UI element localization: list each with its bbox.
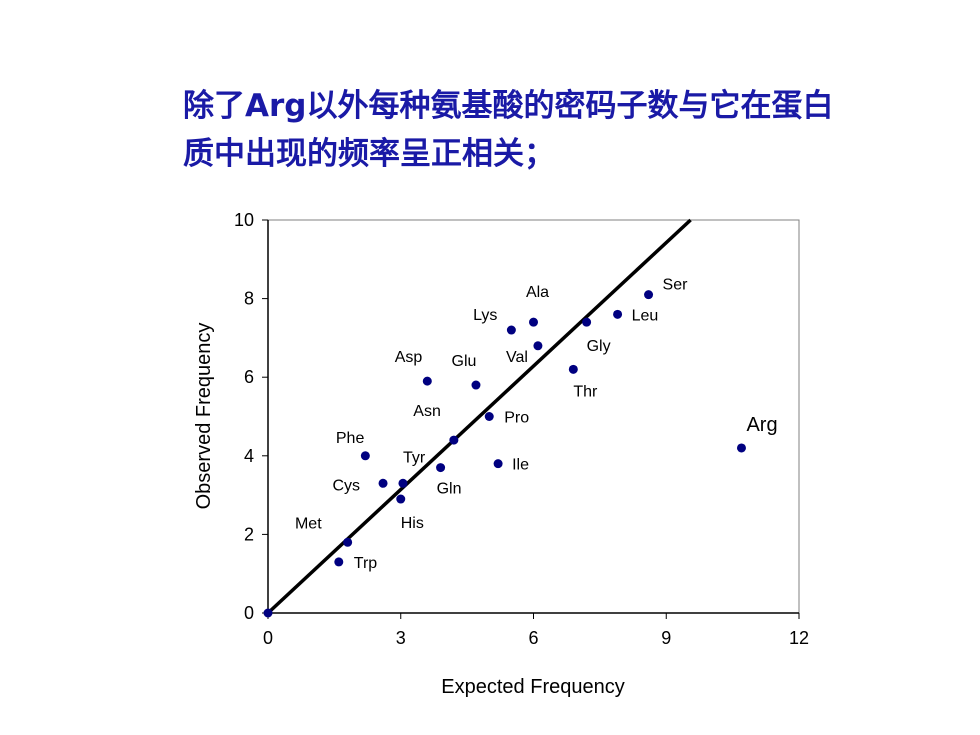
point-label-ala: Ala [526, 284, 549, 301]
point-label-glu: Glu [452, 353, 477, 370]
x-tick-label: 6 [528, 628, 538, 648]
point-trp [334, 557, 344, 567]
point-label-pro: Pro [504, 410, 529, 427]
point-ile [493, 459, 503, 469]
point-ala [529, 317, 538, 327]
y-tick-label: 0 [244, 603, 254, 623]
point-val [533, 341, 543, 351]
point-gln [436, 463, 446, 473]
point-label-trp: Trp [354, 555, 378, 572]
y-tick-label: 2 [244, 524, 254, 544]
point-tyr [398, 478, 408, 488]
y-tick-label: 6 [244, 367, 254, 387]
point-label-arg: Arg [746, 414, 777, 436]
point-label-lys: Lys [473, 307, 497, 324]
point-label-met: Met [295, 515, 322, 532]
point-label-tyr: Tyr [403, 449, 426, 466]
point-arg [736, 443, 746, 453]
point-label-phe: Phe [336, 430, 365, 447]
title-line-1: 除了Arg以外每种氨基酸的密码子数与它在蛋白 [183, 88, 834, 124]
point-label-gln: Gln [437, 481, 462, 498]
point-his [396, 494, 406, 504]
point-met [343, 537, 353, 547]
plot-area [267, 219, 800, 614]
point-label-his: His [401, 515, 424, 532]
point-label-gly: Gly [587, 338, 611, 355]
point-label-val: Val [506, 349, 528, 366]
x-tick-label: 3 [396, 628, 406, 648]
y-axis-label: Observed Frequency [193, 323, 215, 510]
point-label-leu: Leu [632, 307, 659, 324]
point-origin [263, 608, 273, 618]
point-thr [568, 364, 578, 374]
point-asp [422, 376, 432, 386]
fit-line [266, 218, 692, 615]
point-asn [449, 435, 459, 445]
point-label-ile: Ile [512, 457, 529, 474]
point-cys [378, 478, 388, 488]
point-label-ser: Ser [663, 277, 689, 294]
point-pro [484, 412, 494, 421]
x-tick-label: 12 [789, 628, 809, 648]
axes: 0 2 4 6 8 10 0 3 6 9 12 [234, 210, 809, 648]
y-tick-label: 8 [244, 289, 254, 309]
point-glu [471, 380, 481, 390]
point-label-asn: Asn [413, 403, 441, 420]
point-lys [506, 325, 516, 335]
point-phe [360, 451, 370, 461]
point-label-cys: Cys [332, 477, 360, 494]
point-label-asp: Asp [395, 349, 423, 366]
point-leu [613, 309, 623, 319]
y-tick-label: 10 [234, 210, 254, 230]
y-tick-label: 4 [244, 446, 254, 466]
x-axis-label: Expected Frequency [441, 676, 624, 698]
x-tick-label: 0 [263, 628, 273, 648]
fit-line-group [266, 218, 692, 615]
point-label-thr: Thr [573, 383, 598, 400]
slide-title: 除了Arg以外每种氨基酸的密码子数与它在蛋白 质中出现的频率呈正相关； [183, 82, 883, 178]
point-gly [582, 317, 592, 327]
point-ser [644, 290, 654, 300]
title-line-2: 质中出现的频率呈正相关； [183, 136, 555, 172]
x-tick-label: 9 [661, 628, 671, 648]
